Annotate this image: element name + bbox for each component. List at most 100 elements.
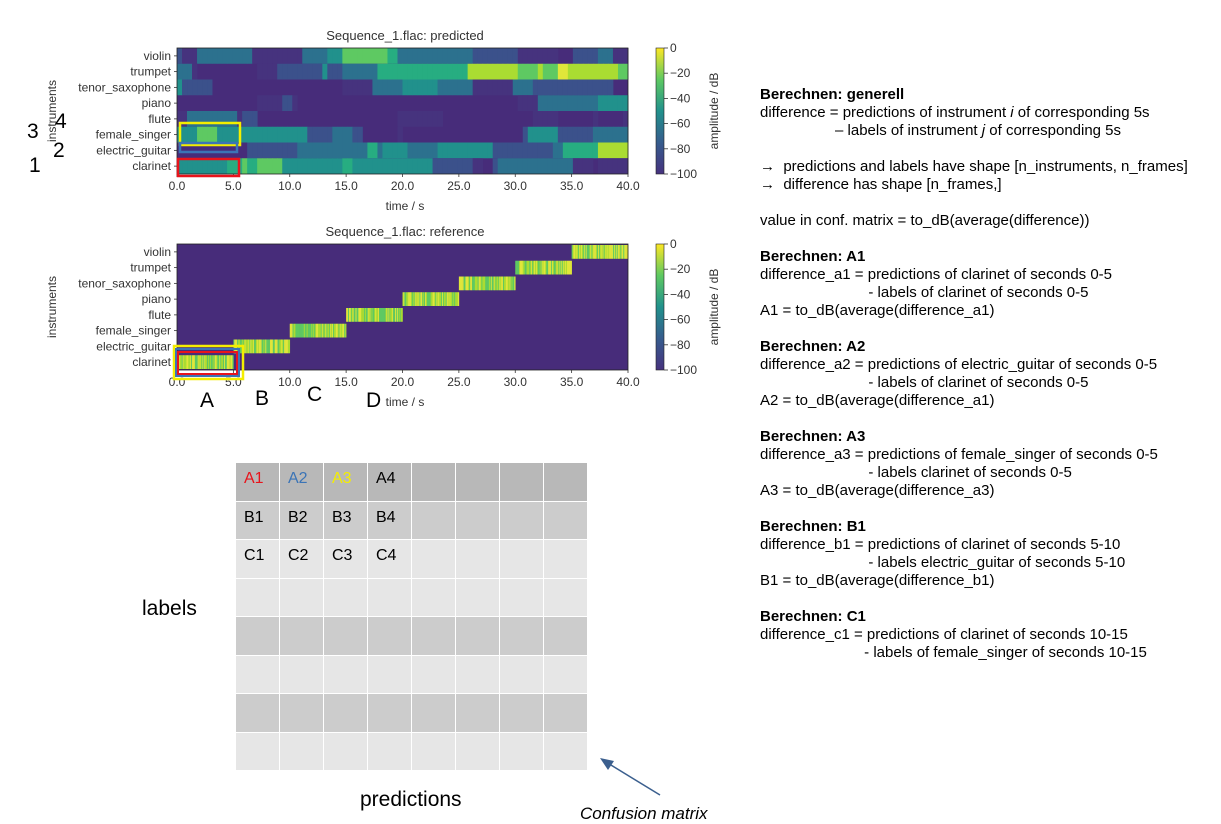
predicted-cbtick-2: −40 xyxy=(670,91,691,105)
reference-segment-violin xyxy=(591,245,593,259)
notes-heading: Berechnen: A2 xyxy=(760,338,866,355)
matrix-cell-empty xyxy=(412,655,455,693)
reference-segment-female_singer xyxy=(294,323,296,338)
reference-segment-tenor_saxophone xyxy=(490,276,493,291)
reference-xlabel: time / s xyxy=(386,395,425,409)
reference-segment-piano xyxy=(455,292,457,306)
reference-segment-female_singer xyxy=(307,323,309,338)
notes-line: difference_c1 = predictions of clarinet … xyxy=(760,626,1128,643)
reference-segment-piano xyxy=(449,292,451,306)
reference-segment-piano xyxy=(456,292,458,306)
reference-segment-female_singer xyxy=(316,323,319,338)
reference-segment-tenor_saxophone xyxy=(489,276,492,291)
reference-segment-violin xyxy=(609,245,611,259)
notes-section: Berechnen: A2 difference_a2 = predictions… xyxy=(760,338,1220,410)
reference-segment-piano xyxy=(448,292,450,306)
reference-segment-trumpet xyxy=(566,260,569,275)
reference-segment-trumpet xyxy=(567,260,570,275)
reference-segment-electric_guitar xyxy=(270,339,272,354)
reference-segment-trumpet xyxy=(532,260,534,275)
reference-segment-female_singer xyxy=(333,323,336,338)
reference-segment-female_singer xyxy=(323,323,325,338)
reference-segment-piano xyxy=(445,292,447,306)
reference-segment-trumpet xyxy=(548,260,550,275)
predicted-xtick-3: 15.0 xyxy=(334,179,358,193)
reference-segment-trumpet xyxy=(541,260,543,275)
reference-segment-clarinet xyxy=(182,355,184,369)
predicted-xtick-0: 0.0 xyxy=(169,179,186,193)
reference-segment-violin xyxy=(605,245,607,259)
matrix-cell-a2: A2 xyxy=(280,463,323,501)
reference-segment-flute xyxy=(385,308,387,322)
reference-plot: Sequence_1.flac: reference violin trumpet… xyxy=(45,224,721,409)
reference-segment-piano xyxy=(429,292,431,306)
reference-segment-female_singer xyxy=(292,323,294,338)
reference-segment-violin xyxy=(606,245,608,259)
reference-segment-piano xyxy=(453,292,455,306)
reference-ytick-violin: violin xyxy=(144,245,171,259)
reference-xtick-6: 30.0 xyxy=(504,375,528,389)
reference-segment-female_singer xyxy=(340,323,342,338)
reference-segment-tenor_saxophone xyxy=(496,276,498,291)
reference-cbtick-2: −40 xyxy=(670,287,691,301)
reference-segment-electric_guitar xyxy=(264,339,266,354)
reference-segment-piano xyxy=(418,292,420,306)
reference-segment-flute xyxy=(393,308,395,322)
reference-segment-clarinet xyxy=(224,355,227,369)
reference-segment-flute xyxy=(394,308,397,322)
reference-segment-piano xyxy=(444,292,447,306)
reference-segment-tenor_saxophone xyxy=(500,276,502,291)
reference-segment-clarinet xyxy=(204,355,206,369)
reference-segment-violin xyxy=(592,245,594,259)
reference-segment-flute xyxy=(379,308,381,322)
reference-segment-electric_guitar xyxy=(244,339,246,354)
matrix-cell-empty xyxy=(236,732,279,770)
caption-arrow-line xyxy=(605,761,661,796)
reference-segment-trumpet xyxy=(553,260,556,275)
reference-segment-trumpet xyxy=(520,260,523,275)
reference-segment-female_singer xyxy=(302,323,305,338)
predicted-cbtick-4: −80 xyxy=(670,142,691,156)
predicted-ytick-clarinet: clarinet xyxy=(132,159,171,173)
reference-segment-flute xyxy=(347,308,349,322)
reference-segment-flute xyxy=(366,308,369,322)
reference-segment-trumpet xyxy=(535,260,538,275)
reference-segment-female_singer xyxy=(311,323,313,338)
matrix-cell-empty xyxy=(412,732,455,770)
reference-segment-clarinet xyxy=(188,355,190,369)
notes-line: value in conf. matrix = to_dB(average(di… xyxy=(760,212,1090,229)
reference-segment-tenor_saxophone xyxy=(486,276,488,291)
reference-segment-violin xyxy=(624,245,626,259)
reference-segment-clarinet xyxy=(192,355,195,369)
reference-segment-violin xyxy=(604,245,606,259)
reference-segment-flute xyxy=(397,308,400,322)
notes-line: - labels of female_singer of seconds 10-… xyxy=(760,644,1147,661)
reference-segment-female_singer xyxy=(325,323,327,338)
matrix-cell-a4: A4 xyxy=(368,463,411,501)
notes-heading: Berechnen: A3 xyxy=(760,428,866,445)
reference-segment-electric_guitar xyxy=(269,339,271,354)
reference-segment-violin xyxy=(610,245,612,259)
reference-segment-clarinet xyxy=(184,355,186,369)
reference-segment-violin xyxy=(617,245,619,259)
matrix-cell-empty xyxy=(456,578,499,616)
reference-segment-violin xyxy=(582,245,585,259)
reference-segment-trumpet xyxy=(515,260,517,275)
reference-segment-clarinet xyxy=(193,355,196,369)
reference-red-box xyxy=(177,351,238,375)
reference-segment-tenor_saxophone xyxy=(475,276,478,291)
matrix-cell-empty xyxy=(280,655,323,693)
predicted-xlabel: time / s xyxy=(386,199,425,213)
predicted-xtick-labels: 0.0 5.0 10.0 15.0 20.0 25.0 30.0 35.0 40.0 xyxy=(169,174,640,193)
reference-segment-trumpet xyxy=(537,260,540,275)
reference-segment-violin xyxy=(597,245,600,259)
reference-segment-trumpet xyxy=(527,260,529,275)
reference-segment-flute xyxy=(363,308,366,322)
reference-segment-electric_guitar xyxy=(283,339,285,354)
reference-segment-electric_guitar xyxy=(259,339,261,354)
reference-segment-flute xyxy=(378,308,380,322)
reference-ytick-tenor_saxophone: tenor_saxophone xyxy=(78,276,171,290)
matrix-caption: Confusion matrix xyxy=(580,804,708,823)
reference-segment-clarinet xyxy=(180,355,182,369)
reference-segment-trumpet xyxy=(534,260,537,275)
